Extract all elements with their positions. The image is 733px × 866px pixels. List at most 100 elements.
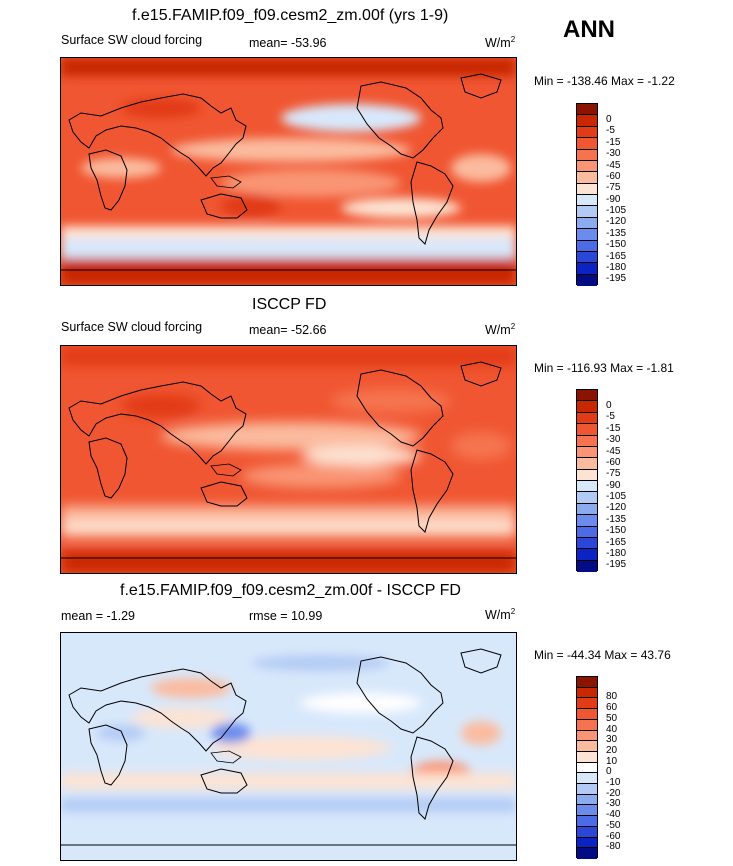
colorbar-tick-label: -90 [606, 479, 621, 491]
colorbar-tick-label: -135 [606, 513, 627, 525]
panel2-minmax: Min = -116.93 Max = -1.81 [534, 361, 674, 375]
panel1-mean: mean= -53.96 [249, 36, 327, 50]
colorbar-tick-label: -30 [606, 798, 621, 810]
panel2-mean: mean= -52.66 [249, 323, 327, 337]
colorbar-swatch [577, 537, 597, 550]
colorbar-swatch [577, 115, 597, 127]
colorbar-tick-label: -60 [606, 456, 621, 468]
colorbar-tick-label: 0 [606, 766, 612, 778]
panel1-map [60, 57, 517, 286]
colorbar-tick-label: -75 [606, 468, 621, 480]
colorbar-swatch [577, 784, 597, 795]
panel2-units: W/m2 [485, 322, 516, 338]
colorbar-swatch [577, 560, 597, 572]
colorbar-tick-label: 60 [606, 702, 618, 714]
panel2-map [60, 345, 517, 574]
colorbar-swatch [577, 837, 597, 849]
panel3-map [60, 632, 517, 861]
colorbar-swatch [577, 469, 597, 481]
panel1-colorbar [576, 103, 598, 286]
colorbar-swatch [577, 751, 597, 763]
colorbar-swatch [577, 741, 597, 752]
colorbar-tick-label: -20 [606, 787, 621, 799]
colorbar-tick-label: -105 [606, 205, 627, 217]
panel2-colorbar [576, 389, 598, 572]
colorbar-swatch [577, 229, 597, 241]
colorbar-tick-label: -5 [606, 125, 615, 137]
colorbar-tick-label: -120 [606, 216, 627, 228]
colorbar-swatch [577, 240, 597, 252]
colorbar-swatch [577, 492, 597, 504]
colorbar-tick-label: -15 [606, 422, 621, 434]
colorbar-swatch [577, 481, 597, 493]
colorbar-swatch [577, 446, 597, 459]
panel3-units: W/m2 [485, 607, 516, 623]
colorbar-tick-label: -165 [606, 250, 627, 262]
colorbar-tick-label: -120 [606, 502, 627, 514]
colorbar-swatch [577, 762, 597, 774]
colorbar-swatch [577, 263, 597, 275]
colorbar-swatch [577, 773, 597, 785]
panel1-units: W/m2 [485, 35, 516, 51]
colorbar-tick-label: -10 [606, 777, 621, 789]
colorbar-swatch [577, 195, 597, 207]
panel3-rmse: rmse = 10.99 [249, 609, 323, 623]
colorbar-swatch [577, 805, 597, 817]
colorbar-swatch [577, 126, 597, 139]
colorbar-tick-label: -15 [606, 136, 621, 148]
colorbar-tick-label: 10 [606, 755, 618, 767]
colorbar-tick-label: -165 [606, 536, 627, 548]
colorbar-swatch [577, 687, 597, 699]
colorbar-swatch [577, 251, 597, 264]
colorbar-swatch [577, 794, 597, 806]
panel3-mean: mean = -1.29 [61, 609, 136, 623]
colorbar-tick-label: 0 [606, 114, 612, 126]
colorbar-tick-label: -195 [606, 559, 627, 571]
colorbar-swatch [577, 730, 597, 742]
colorbar-swatch [577, 458, 597, 470]
colorbar-swatch [577, 719, 597, 731]
colorbar-tick-label: -45 [606, 159, 621, 171]
colorbar-tick-label: 40 [606, 723, 618, 735]
season-label: ANN [563, 16, 615, 43]
colorbar-tick-label: -5 [606, 411, 615, 423]
colorbar-tick-label: -180 [606, 261, 627, 273]
colorbar-tick-label: -150 [606, 239, 627, 251]
colorbar-swatch [577, 526, 597, 538]
colorbar-tick-label: -60 [606, 170, 621, 182]
colorbar-tick-label: -195 [606, 273, 627, 285]
colorbar-tick-label: -150 [606, 525, 627, 537]
colorbar-swatch [577, 172, 597, 184]
colorbar-tick-label: 50 [606, 712, 618, 724]
colorbar-tick-label: -30 [606, 148, 621, 160]
colorbar-tick-label: 30 [606, 734, 618, 746]
colorbar-swatch [577, 274, 597, 286]
panel3-map-svg [61, 633, 516, 860]
colorbar-swatch [577, 515, 597, 527]
colorbar-swatch [577, 677, 597, 688]
colorbar-tick-label: 0 [606, 400, 612, 412]
colorbar-swatch [577, 503, 597, 516]
colorbar-swatch [577, 826, 597, 838]
colorbar-swatch [577, 698, 597, 710]
colorbar-tick-label: 20 [606, 744, 618, 756]
colorbar-swatch [577, 848, 597, 859]
colorbar-tick-label: -180 [606, 547, 627, 559]
colorbar-swatch [577, 160, 597, 173]
colorbar-swatch [577, 206, 597, 218]
panel2-map-svg [61, 346, 516, 573]
colorbar-swatch [577, 424, 597, 436]
panel3-minmax: Min = -44.34 Max = 43.76 [534, 648, 671, 662]
colorbar-swatch [577, 104, 597, 116]
colorbar-tick-label: -75 [606, 182, 621, 194]
colorbar-swatch [577, 149, 597, 161]
colorbar-tick-label: -45 [606, 445, 621, 457]
colorbar-swatch [577, 390, 597, 402]
panel3-title: f.e15.FAMIP.f09_f09.cesm2_zm.00f - ISCCP… [120, 582, 461, 599]
colorbar-tick-label: 80 [606, 691, 618, 703]
colorbar-swatch [577, 816, 597, 827]
panel1-title: f.e15.FAMIP.f09_f09.cesm2_zm.00f (yrs 1-… [132, 7, 449, 24]
colorbar-swatch [577, 549, 597, 561]
colorbar-swatch [577, 435, 597, 447]
colorbar-tick-label: -30 [606, 434, 621, 446]
